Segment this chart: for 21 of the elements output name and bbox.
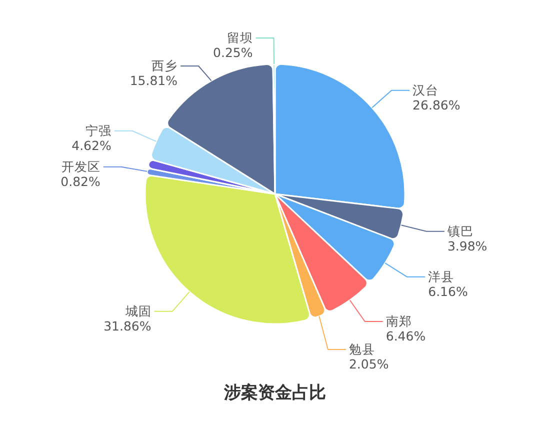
data-label: 31.86% — [104, 318, 152, 334]
slice-label: 勉县 — [348, 342, 375, 357]
slice-label: 洋县 — [428, 268, 454, 284]
slice-label: 留坝 — [226, 30, 253, 46]
data-label: 26.86% — [412, 97, 460, 112]
data-label: 6.16% — [428, 284, 468, 299]
data-label: 4.62% — [72, 138, 112, 153]
slice-label: 镇巴 — [446, 223, 474, 238]
data-label: 2.05% — [348, 356, 389, 372]
data-label: 6.46% — [386, 328, 426, 344]
data-label: 3.98% — [447, 238, 488, 254]
slice-label: 西乡 — [152, 58, 178, 74]
data-label: 0.82% — [60, 174, 100, 189]
text: 涉案资金占比 — [223, 382, 326, 403]
data-label: 15.81% — [130, 73, 178, 88]
slice-label: 汉台 — [412, 82, 439, 98]
slice-label: 南郑 — [386, 314, 412, 329]
slice-label: 城固 — [124, 303, 152, 318]
slice-label: 宁强 — [85, 122, 112, 138]
slice-label: 开发区 — [61, 158, 100, 174]
data-label: 0.25% — [213, 45, 253, 60]
